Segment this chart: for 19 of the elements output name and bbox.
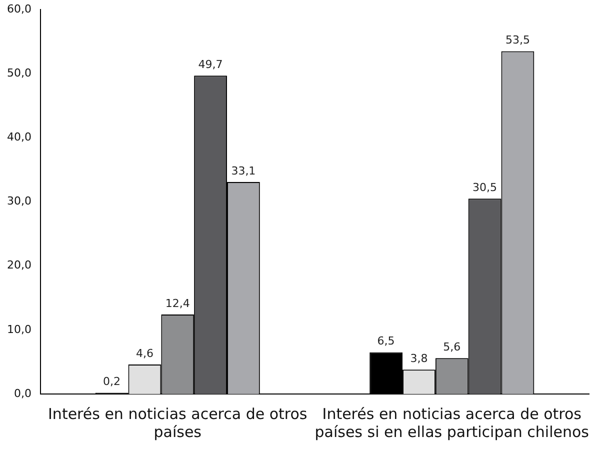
- data-label: 4,6: [136, 346, 154, 360]
- y-tick-label: 60,0: [6, 2, 32, 16]
- data-label: 53,5: [505, 34, 530, 47]
- data-label: 0,2: [103, 375, 121, 388]
- data-label: 33,1: [231, 164, 256, 178]
- y-tick-label: 10,0: [6, 322, 32, 336]
- x-tick-label: Interés en noticias acerca de otros países: [48, 404, 308, 441]
- y-tick-label: 50,0: [6, 66, 32, 80]
- y-tick-label: 40,0: [6, 130, 32, 144]
- data-label: 5,6: [443, 340, 461, 354]
- data-label: 3,8: [410, 352, 428, 366]
- y-tick-label: 0,0: [14, 386, 32, 400]
- y-tick-label: 30,0: [6, 194, 32, 208]
- y-tick-label: 20,0: [6, 258, 32, 272]
- data-label: 12,4: [165, 296, 190, 310]
- data-label: 49,7: [198, 58, 223, 71]
- data-label: 6,5: [377, 334, 395, 348]
- data-label: 30,5: [472, 180, 498, 194]
- x-tick-label: Interés en noticias acerca de otros países si en ellas participan chilenos: [314, 404, 590, 441]
